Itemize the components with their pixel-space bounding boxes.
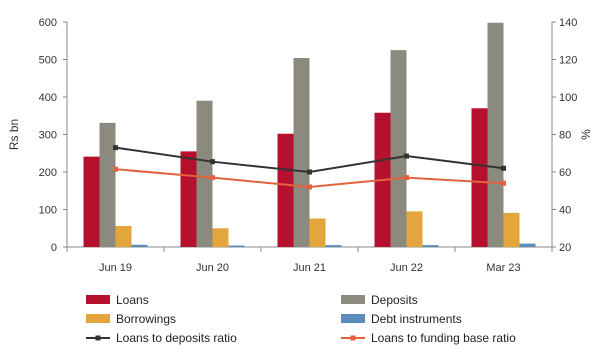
y-right-tick-label: 120 <box>559 55 577 67</box>
bar-debt-instruments <box>325 245 342 247</box>
bar-debt-instruments <box>422 245 439 247</box>
point-loans-to-deposits-ratio <box>113 145 118 151</box>
bar-debt-instruments <box>519 243 536 247</box>
x-tick-label: Jun 20 <box>196 262 229 274</box>
x-tick-label: Jun 19 <box>99 262 132 274</box>
bar-borrowings <box>115 226 132 247</box>
bar-debt-instruments <box>131 244 148 247</box>
bar-loans <box>277 133 294 247</box>
legend-label-borrowings: Borrowings <box>116 312 176 326</box>
legend-label-debt-instruments: Debt instruments <box>371 312 462 326</box>
legend-swatch-deposits <box>341 295 365 304</box>
y-left-tick-label: 0 <box>51 242 57 254</box>
legend-label-loans: Loans <box>116 293 149 307</box>
point-loans-to-deposits-ratio <box>307 169 312 175</box>
y-right-tick-label: 140 <box>559 17 577 29</box>
bar-borrowings <box>309 218 326 247</box>
legend-marker-loans-to-funding-base-ratio <box>350 335 356 341</box>
bar-deposits <box>487 22 504 247</box>
bar-loans <box>83 156 100 247</box>
y-left-tick-label: 500 <box>39 55 57 67</box>
bar-borrowings <box>503 212 520 247</box>
bar-debt-instruments <box>228 245 245 247</box>
bar-deposits <box>293 58 310 247</box>
ticks-layer: 0 100 200 300 400 500 600 20 40 60 80 100 120 140 Jun … <box>39 17 578 274</box>
y-left-tick-label: 200 <box>39 167 57 179</box>
y-left-tick-label: 600 <box>39 17 57 29</box>
bar-borrowings <box>406 211 423 247</box>
point-loans-to-deposits-ratio <box>210 159 215 165</box>
bar-deposits <box>390 50 407 247</box>
bar-deposits <box>99 122 116 247</box>
y-right-tick-label: 100 <box>559 92 577 104</box>
bar-loans <box>471 108 488 247</box>
legend-marker-loans-to-deposits-ratio <box>95 335 101 341</box>
y-axis-right-label: % <box>579 129 593 140</box>
legend-swatch-debt-instruments <box>341 314 365 323</box>
y-right-tick-label: 40 <box>559 205 571 217</box>
x-tick-label: Mar 23 <box>486 262 520 274</box>
point-loans-to-funding-base-ratio <box>307 184 312 190</box>
y-axis-left-label: Rs bn <box>7 119 21 150</box>
x-tick-label: Jun 21 <box>293 262 326 274</box>
point-loans-to-deposits-ratio <box>404 153 409 159</box>
legend-swatch-borrowings <box>86 314 110 323</box>
legend-swatch-loans <box>86 295 110 304</box>
x-tick-label: Jun 22 <box>390 262 423 274</box>
bar-deposits <box>196 100 213 247</box>
lines-layer <box>113 145 506 190</box>
y-right-tick-label: 20 <box>559 242 571 254</box>
bar-borrowings <box>212 228 229 247</box>
y-right-tick-label: 60 <box>559 167 571 179</box>
point-loans-to-deposits-ratio <box>501 165 506 171</box>
y-left-tick-label: 400 <box>39 92 57 104</box>
point-loans-to-funding-base-ratio <box>210 175 215 181</box>
legend: Loans Deposits Borrowings Debt instruments L… <box>86 293 516 345</box>
y-left-tick-label: 100 <box>39 205 57 217</box>
bars-layer <box>83 22 536 247</box>
bar-loans <box>180 151 197 247</box>
y-left-tick-label: 300 <box>39 130 57 142</box>
point-loans-to-funding-base-ratio <box>404 175 409 181</box>
y-right-tick-label: 80 <box>559 130 571 142</box>
legend-label-loans-to-deposits-ratio: Loans to deposits ratio <box>116 331 237 345</box>
legend-label-loans-to-funding-base-ratio: Loans to funding base ratio <box>371 331 516 345</box>
point-loans-to-funding-base-ratio <box>501 180 506 186</box>
legend-label-deposits: Deposits <box>371 293 418 307</box>
point-loans-to-funding-base-ratio <box>113 166 118 172</box>
